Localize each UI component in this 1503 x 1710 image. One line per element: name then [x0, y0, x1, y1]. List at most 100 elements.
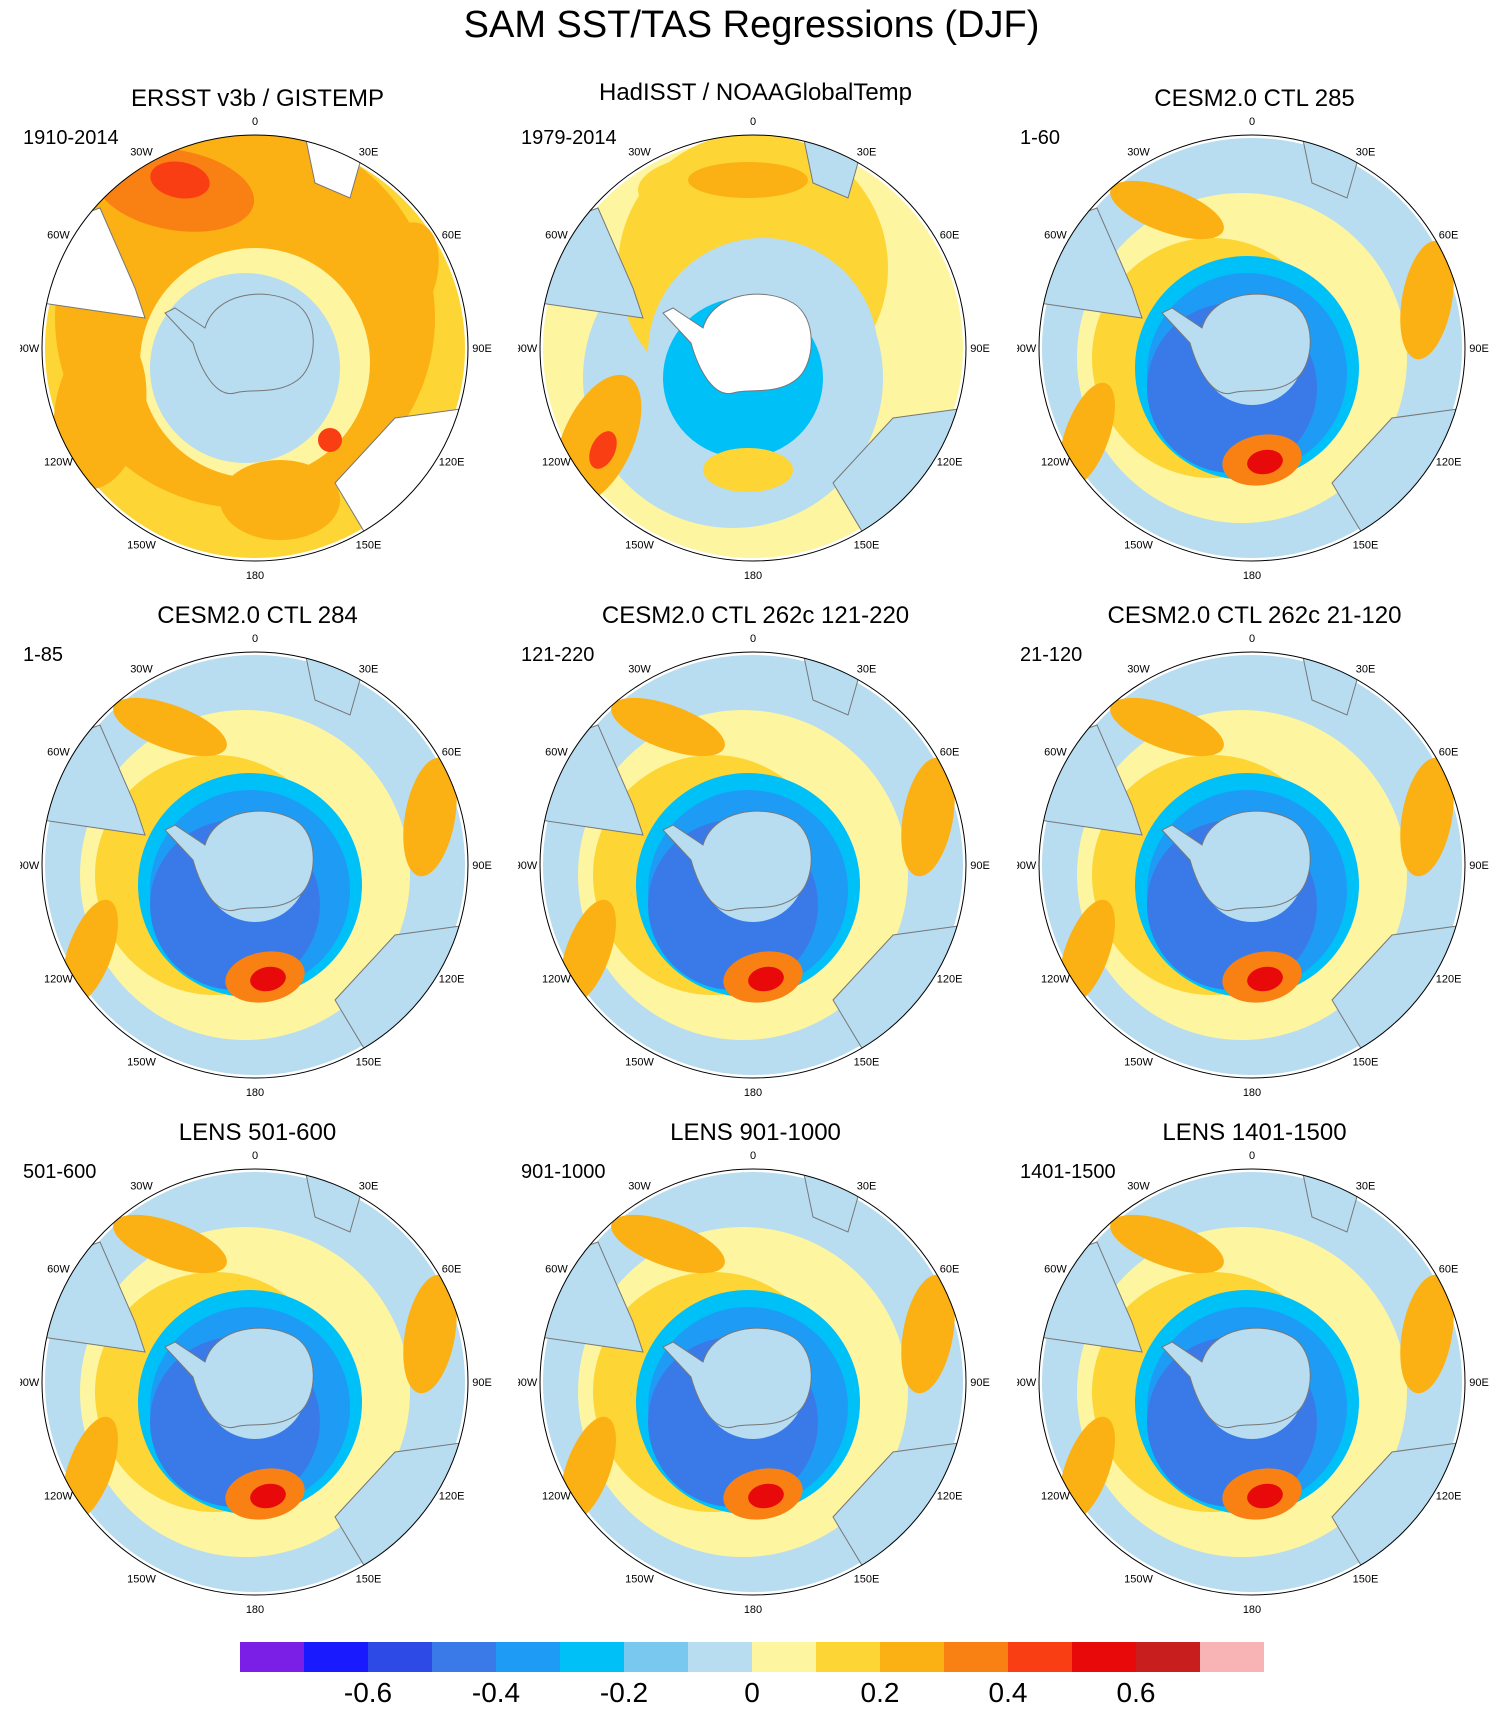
longitude-label: 60W — [1044, 230, 1067, 242]
longitude-label: 120W — [542, 457, 571, 469]
longitude-label: 60W — [47, 230, 70, 242]
anomaly-blob — [1247, 449, 1283, 475]
longitude-label: 120E — [1436, 457, 1462, 469]
map-border — [41, 134, 469, 562]
antarctica-landmass — [662, 1327, 812, 1428]
antarctica-landmass — [164, 810, 314, 911]
longitude-label: 120E — [439, 1491, 465, 1503]
longitude-label: 30W — [130, 663, 153, 675]
longitude-label: 180 — [246, 570, 264, 580]
longitude-label: 60E — [1439, 747, 1459, 759]
colorbar-swatch — [688, 1642, 752, 1672]
longitude-label: 150E — [356, 540, 382, 552]
polar-map: 0 30E 60E 90E 120E 150E 180 150W 120W 90W 60W 30W — [1017, 116, 1489, 580]
anomaly-blob — [53, 330, 147, 490]
colorbar-swatch — [560, 1642, 624, 1672]
longitude-label: 60E — [940, 1264, 960, 1276]
longitude-label: 150E — [1353, 1574, 1379, 1586]
longitude-label: 90W — [518, 1377, 538, 1389]
anomaly-blob — [560, 1416, 616, 1522]
anomaly-blob — [220, 460, 340, 540]
anomaly-blob — [403, 757, 457, 877]
longitude-label: 120W — [1041, 974, 1070, 986]
longitude-label: 180 — [744, 1604, 762, 1614]
longitude-label: 30W — [628, 146, 651, 158]
panel-period: 1-60 — [1020, 127, 1061, 149]
panel-period: 1-85 — [23, 644, 64, 666]
colorbar-swatch — [944, 1642, 1008, 1672]
anomaly-blob — [318, 428, 342, 452]
map-border — [41, 1168, 469, 1596]
panel-period: 901-1000 — [521, 1161, 606, 1183]
anomaly-blob — [1247, 966, 1283, 992]
anomaly-blob — [62, 899, 118, 1005]
longitude-label: 150W — [1124, 1574, 1153, 1586]
longitude-label: 30W — [130, 146, 153, 158]
longitude-label: 120E — [439, 457, 465, 469]
panel-title: LENS 1401-1500 — [1162, 1119, 1347, 1146]
longitude-label: 30E — [857, 663, 877, 675]
panel-title: LENS 901-1000 — [670, 1119, 841, 1146]
longitude-label: 150W — [1124, 1057, 1153, 1069]
map-panel: 0 30E 60E 90E 120E 150E 180 150W 120W 90W 60W 30W LE… — [20, 1114, 495, 1614]
colorbar-swatch — [880, 1642, 944, 1672]
longitude-label: 60E — [442, 230, 462, 242]
colorbar-swatch — [816, 1642, 880, 1672]
panel-period: 1979-2014 — [521, 127, 617, 149]
panel-period: 21-120 — [1020, 644, 1083, 666]
longitude-label: 150E — [1353, 1057, 1379, 1069]
colorbar-swatch — [240, 1642, 304, 1672]
longitude-label: 90E — [472, 343, 492, 355]
anomaly-blob — [703, 448, 793, 492]
colorbar-swatch — [1136, 1642, 1200, 1672]
panel-title: ERSST v3b / GISTEMP — [131, 85, 384, 112]
longitude-label: 30E — [1356, 146, 1376, 158]
map-panel: 0 30E 60E 90E 120E 150E 180 150W 120W 90W 60W 30W CE… — [1017, 597, 1492, 1097]
antarctica-landmass — [164, 293, 314, 394]
map-panel: 0 30E 60E 90E 120E 150E 180 150W 120W 90W 60W 30W CE… — [20, 597, 495, 1097]
longitude-label: 30E — [359, 663, 379, 675]
longitude-label: 120W — [44, 1491, 73, 1503]
antarctica-landmass — [1161, 293, 1311, 394]
longitude-label: 90E — [1469, 860, 1489, 872]
panel-period: 501-600 — [23, 1161, 97, 1183]
anomaly-blob — [901, 757, 955, 877]
colorbar-swatch — [1072, 1642, 1136, 1672]
longitude-label: 120E — [1436, 1491, 1462, 1503]
longitude-label: 90W — [20, 860, 40, 872]
map-border — [539, 1168, 967, 1596]
longitude-label: 30W — [628, 1180, 651, 1192]
anomaly-blob — [748, 1483, 784, 1509]
longitude-label: 60W — [545, 747, 568, 759]
colorbar-swatch — [1008, 1642, 1072, 1672]
antarctica-landmass — [662, 810, 812, 911]
longitude-label: 90E — [1469, 1377, 1489, 1389]
longitude-label: 150W — [127, 540, 156, 552]
longitude-label: 120W — [1041, 1491, 1070, 1503]
anomaly-blob — [1110, 1214, 1224, 1274]
polar-map: 0 30E 60E 90E 120E 150E 180 150W 120W 90W 60W 30W — [1017, 1150, 1489, 1614]
longitude-label: 0 — [1249, 1150, 1255, 1162]
longitude-label: 150W — [127, 1057, 156, 1069]
longitude-label: 180 — [246, 1087, 264, 1097]
anomaly-blob — [1400, 240, 1454, 360]
longitude-label: 90E — [970, 1377, 990, 1389]
longitude-label: 120E — [439, 974, 465, 986]
panel-title: LENS 501-600 — [178, 1119, 337, 1146]
anomaly-blob — [611, 697, 725, 757]
map-border — [1038, 1168, 1466, 1596]
anomaly-blob — [1059, 1416, 1115, 1522]
longitude-label: 30W — [1127, 663, 1150, 675]
longitude-label: 90W — [1017, 1377, 1037, 1389]
colorbar-swatch — [432, 1642, 496, 1672]
longitude-label: 0 — [750, 1150, 756, 1162]
polar-map: 0 30E 60E 90E 120E 150E 180 150W 120W 90W 60W 30W — [20, 1150, 492, 1614]
map-border — [539, 134, 967, 562]
anomaly-blob — [250, 1483, 286, 1509]
map-panel: 0 30E 60E 90E 120E 150E 180 150W 120W 90W 60W 30W CE… — [1017, 80, 1492, 580]
antarctica-landmass — [662, 293, 812, 394]
anomaly-blob — [560, 899, 616, 1005]
longitude-label: 120W — [44, 457, 73, 469]
longitude-label: 180 — [744, 1087, 762, 1097]
colorbar — [240, 1642, 1264, 1672]
